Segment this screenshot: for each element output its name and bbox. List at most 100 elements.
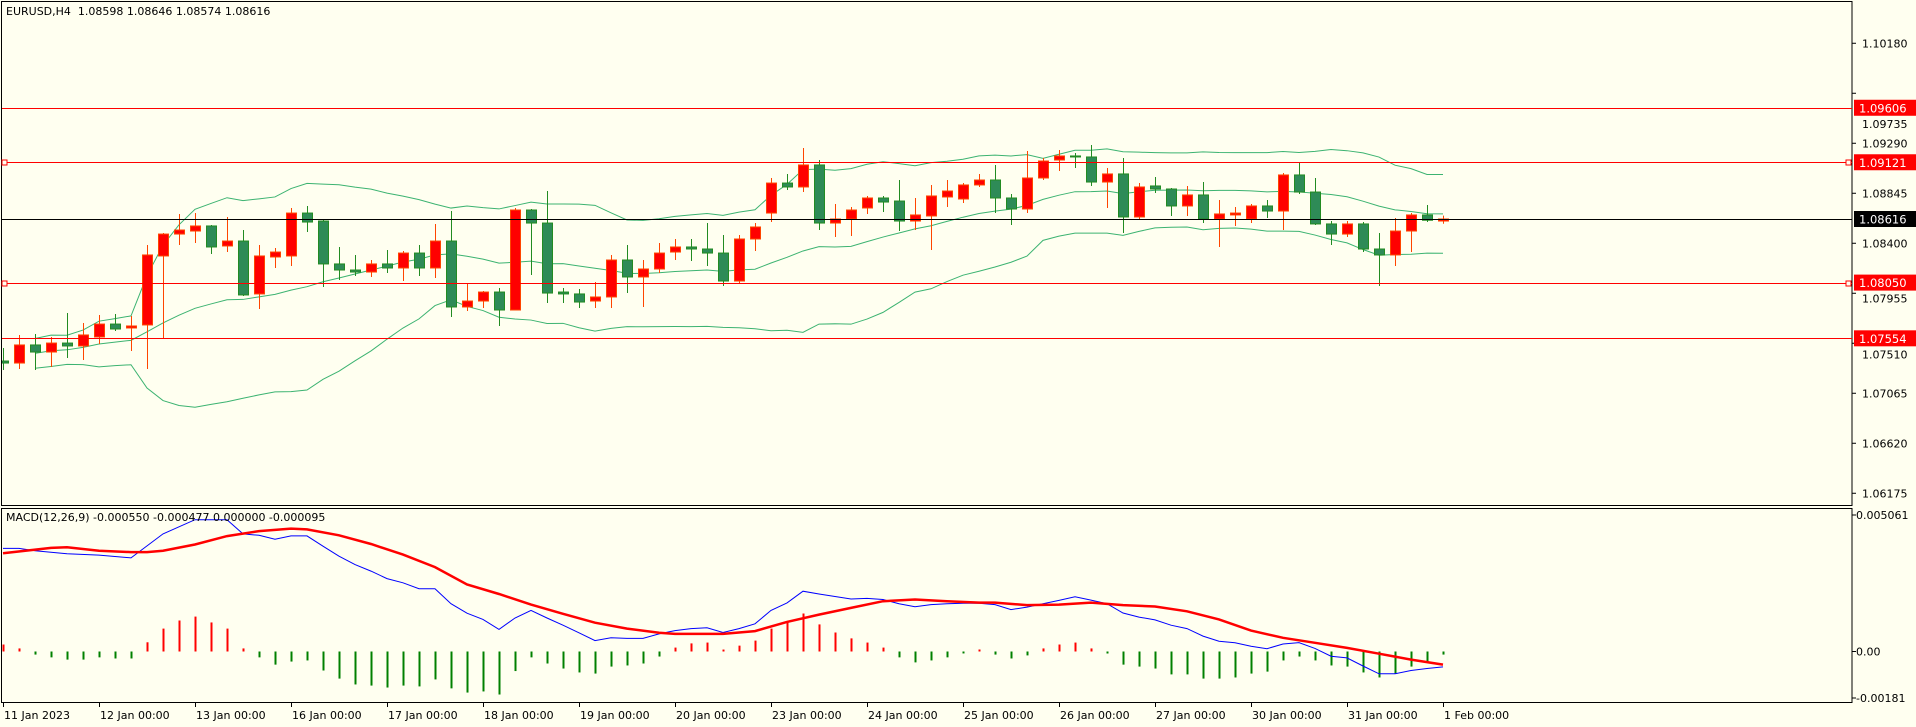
bear-candle xyxy=(894,180,905,232)
candle-body xyxy=(846,209,857,220)
level-price-tag-box xyxy=(1854,330,1916,347)
candle-body xyxy=(190,225,201,232)
candle-body xyxy=(430,240,441,269)
bull-candle xyxy=(606,254,617,308)
bull-candle xyxy=(158,233,169,339)
bull-candle xyxy=(142,244,153,369)
signal-line xyxy=(2,527,1444,666)
bull-candle xyxy=(222,216,233,253)
candle-body xyxy=(318,220,329,265)
macd-name: MACD(12,26,9) xyxy=(6,511,90,524)
bear-candle xyxy=(1358,222,1369,253)
candle-body xyxy=(974,179,985,186)
bull-candle xyxy=(1102,167,1113,208)
price-pane-border xyxy=(1,1,1853,506)
bull-candle xyxy=(190,213,201,244)
main-chart-header: EURUSD,H4 1.08598 1.08646 1.08574 1.0861… xyxy=(6,5,270,18)
candle-body xyxy=(270,251,281,258)
candle-body xyxy=(1198,194,1209,220)
candle-body xyxy=(446,240,457,308)
candle-body xyxy=(1342,223,1353,235)
candle-body xyxy=(142,254,153,326)
candle-body xyxy=(638,268,649,278)
time-tick-label: 17 Jan 00:00 xyxy=(388,709,458,722)
bear-candle xyxy=(878,195,889,213)
price-tick-label: 1.10180 xyxy=(1862,37,1908,50)
bear-candle xyxy=(558,287,569,304)
bull-candle xyxy=(590,282,601,308)
time-tick-label: 31 Jan 00:00 xyxy=(1348,709,1418,722)
candle-body xyxy=(766,182,777,214)
bull-candle xyxy=(1054,150,1065,172)
candle-body xyxy=(590,296,601,302)
symbol-timeframe: EURUSD,H4 xyxy=(6,5,71,18)
level-price-tag: 1.08050 xyxy=(1859,276,1907,290)
candle-body xyxy=(1406,214,1417,232)
candle-body xyxy=(94,323,105,338)
bear-candle xyxy=(1294,162,1305,194)
candle-body xyxy=(862,197,873,209)
candle-body xyxy=(1310,191,1321,225)
candle-body xyxy=(942,190,953,198)
bull-candle xyxy=(974,173,985,187)
candle-body xyxy=(750,226,761,240)
price-tick-label: 1.07510 xyxy=(1862,348,1908,361)
bull-candle xyxy=(398,251,409,282)
bull-candle xyxy=(798,147,809,193)
candle-body xyxy=(654,252,665,270)
current-price-tag: 1.08616 xyxy=(1859,213,1907,227)
macd-plot xyxy=(2,519,1445,695)
candle-body xyxy=(558,291,569,295)
price-tick-label: 1.08400 xyxy=(1862,237,1908,250)
candle-body xyxy=(2,360,9,364)
bull-candle xyxy=(286,207,297,266)
bear-candle xyxy=(1166,187,1177,216)
bull-candle xyxy=(926,184,937,251)
time-tick-label: 20 Jan 00:00 xyxy=(676,709,746,722)
bear-candle xyxy=(62,313,73,358)
candle-body xyxy=(814,164,825,224)
bull-candle xyxy=(1390,217,1401,266)
time-tick-label: 25 Jan 00:00 xyxy=(964,709,1034,722)
bear-candle xyxy=(718,234,729,286)
candle-body xyxy=(494,291,505,311)
candle-body xyxy=(222,240,233,247)
price-tick-label: 1.09290 xyxy=(1862,137,1908,150)
price-tick-label: 1.09735 xyxy=(1862,118,1908,131)
candle-body xyxy=(1086,156,1097,183)
candle-body xyxy=(1214,213,1225,220)
candle-body xyxy=(238,240,249,296)
bear-candle xyxy=(1310,177,1321,225)
candle-body xyxy=(606,259,617,298)
macd-pane: 0.005061 0.00 -0.00181 xyxy=(1,508,1909,705)
candle-body xyxy=(414,252,425,269)
price-tick-label: 1.07065 xyxy=(1862,387,1908,400)
candle-body xyxy=(1102,173,1113,183)
bear-candle xyxy=(350,254,361,276)
bollinger-upper xyxy=(34,148,1444,339)
candle-body xyxy=(670,246,681,253)
level-anchor-left xyxy=(1,280,8,287)
time-tick-label: 1 Feb 00:00 xyxy=(1444,709,1509,722)
bear-candle xyxy=(110,313,121,332)
candle-body xyxy=(1134,186,1145,218)
candle-body xyxy=(1150,185,1161,190)
candle-body xyxy=(174,229,185,235)
bull-candle xyxy=(734,234,745,284)
candle-body xyxy=(382,263,393,269)
candle-body xyxy=(462,300,473,308)
candle-body xyxy=(1262,205,1273,212)
candle-body xyxy=(334,263,345,271)
candle-body xyxy=(1166,188,1177,207)
candle-body xyxy=(1422,214,1433,221)
bear-candle xyxy=(542,191,553,304)
time-tick-label: 30 Jan 00:00 xyxy=(1252,709,1322,722)
bear-candle xyxy=(30,333,41,371)
time-tick-label: 12 Jan 00:00 xyxy=(100,709,170,722)
bear-candle xyxy=(574,289,585,308)
candle-body xyxy=(686,246,697,250)
bear-candle xyxy=(702,223,713,266)
